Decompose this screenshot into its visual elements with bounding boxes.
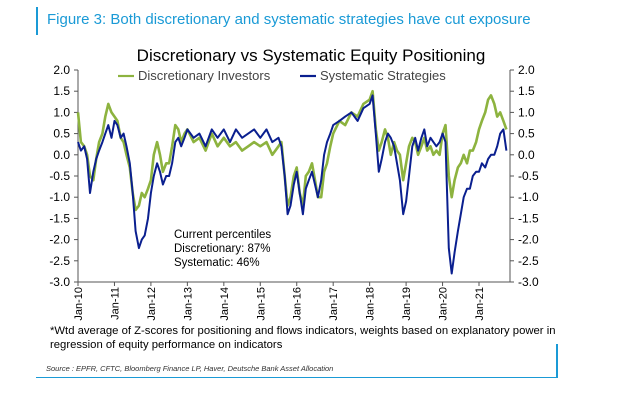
legend: Discretionary Investors Systematic Strate… — [118, 68, 446, 83]
x-tick-label: Jan-20 — [438, 287, 450, 321]
y-tick-label-left: 0.0 — [53, 148, 70, 162]
x-tick-label: Jan-18 — [365, 287, 377, 321]
y-tick-label-right: 2.0 — [518, 63, 535, 77]
footnote: *Wtd average of Z-scores for positioning… — [50, 325, 556, 351]
annotation-group: Current percentiles Discretionary: 87% Sys… — [174, 229, 271, 269]
y-tick-label-left: -2.5 — [49, 254, 70, 268]
series-group — [76, 89, 508, 275]
annotation-line: Current percentiles — [174, 229, 271, 241]
chart-title: Discretionary vs Systematic Equity Posit… — [136, 46, 486, 65]
y-tick-label-left: 0.5 — [53, 127, 70, 141]
figure-title: Figure 3: Both discretionary and systema… — [47, 11, 531, 28]
x-tick-label: Jan-15 — [255, 287, 267, 321]
y-tick-label-left: -1.0 — [49, 190, 70, 204]
frame-accent-right — [556, 344, 558, 378]
y-tick-label-right: -2.5 — [518, 254, 539, 268]
axes: 2.0 2.0 1.5 1.5 1.0 1.0 0.5 0.5 0.0 0.0 -0.5 -0.5 -1… — [49, 63, 539, 321]
x-tick-label: Jan-10 — [73, 287, 85, 321]
annotation-line: Systematic: 46% — [174, 257, 260, 269]
y-tick-label-right: 1.0 — [518, 105, 535, 119]
x-tick-label: Jan-21 — [474, 287, 486, 321]
series-line-systematic — [77, 94, 508, 275]
y-tick-label-left: -0.5 — [49, 169, 70, 183]
frame-accent-left — [36, 7, 38, 35]
x-tick-label: Jan-14 — [219, 287, 231, 321]
y-tick-label-right: -2.0 — [518, 233, 539, 247]
y-tick-label-left: 2.0 — [53, 63, 70, 77]
y-tick-label-right: 0.5 — [518, 127, 535, 141]
y-tick-label-right: -0.5 — [518, 169, 539, 183]
annotation-line: Discretionary: 87% — [174, 243, 271, 255]
frame-accent-bottom — [36, 377, 558, 378]
x-tick-label: Jan-11 — [109, 287, 121, 320]
x-tick-label: Jan-12 — [146, 287, 158, 321]
y-tick-label-right: 1.5 — [518, 84, 535, 98]
source-note: Source : EPFR, CFTC, Bloomberg Finance L… — [46, 364, 334, 373]
x-tick-label: Jan-16 — [292, 287, 304, 321]
x-tick-label: Jan-19 — [401, 287, 413, 321]
y-tick-label-right: 0.0 — [518, 148, 535, 162]
y-tick-label-left: -2.0 — [49, 233, 70, 247]
y-tick-label-left: -1.5 — [49, 211, 70, 225]
legend-label-discretionary: Discretionary Investors — [138, 68, 271, 83]
y-tick-label-right: -1.5 — [518, 211, 539, 225]
x-tick-label: Jan-17 — [328, 287, 340, 321]
y-tick-label-left: 1.5 — [53, 84, 70, 98]
x-tick-label: Jan-13 — [182, 287, 194, 321]
series-line-discretionary — [76, 89, 508, 212]
y-tick-label-left: 1.0 — [53, 105, 70, 119]
legend-label-systematic: Systematic Strategies — [320, 68, 446, 83]
y-tick-label-right: -1.0 — [518, 190, 539, 204]
y-tick-label-right: -3.0 — [518, 275, 539, 289]
y-tick-label-left: -3.0 — [49, 275, 70, 289]
